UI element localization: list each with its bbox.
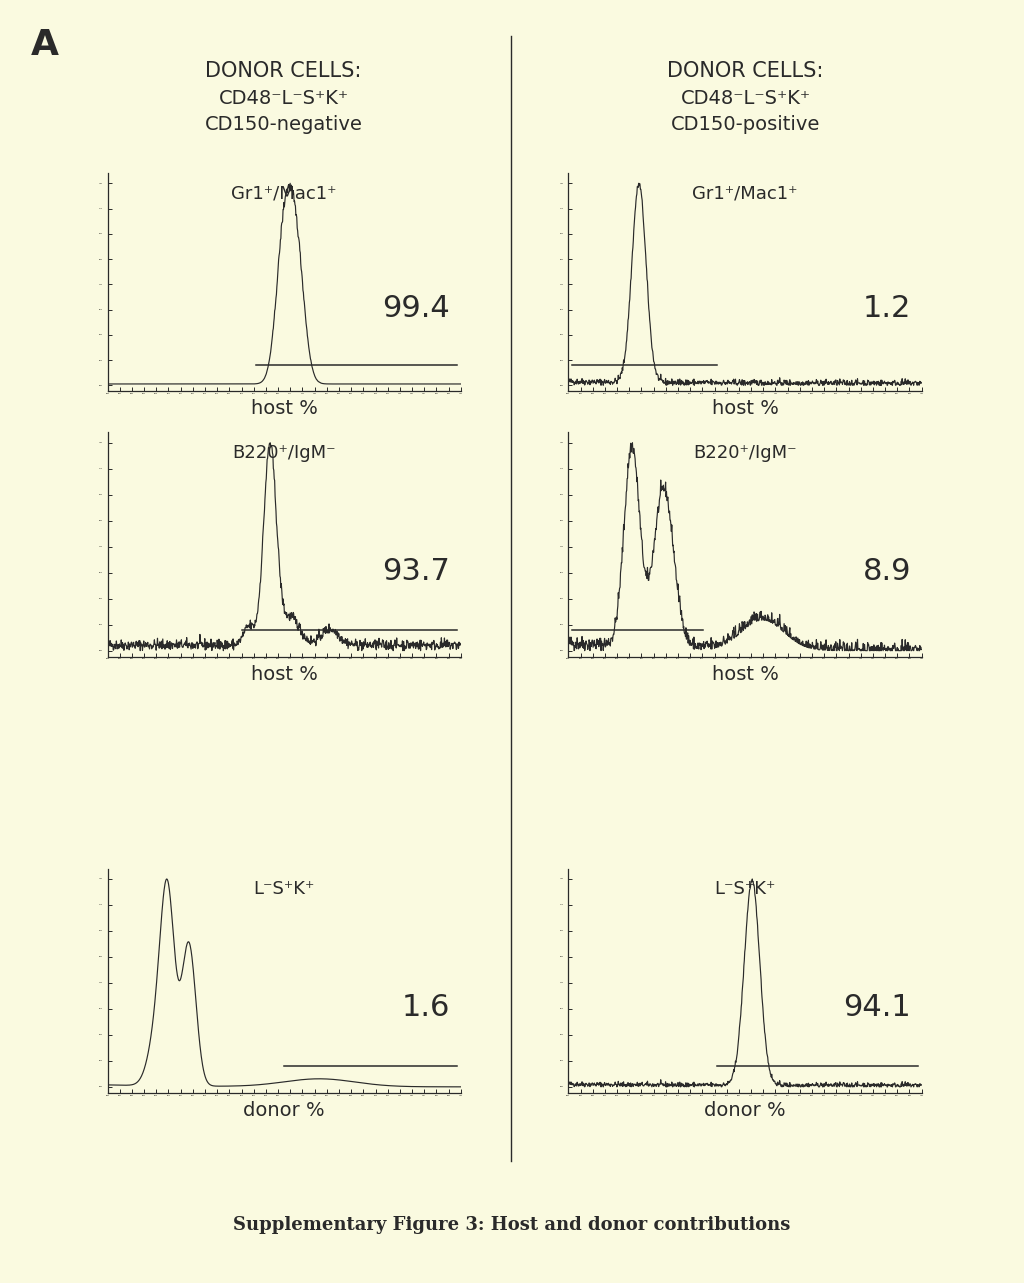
Text: DONOR CELLS:: DONOR CELLS: <box>206 60 361 81</box>
Text: 99.4: 99.4 <box>382 294 451 323</box>
Text: 1.2: 1.2 <box>862 294 911 323</box>
Text: L⁻S⁺K⁺: L⁻S⁺K⁺ <box>254 880 314 898</box>
Text: 8.9: 8.9 <box>862 557 911 586</box>
X-axis label: donor %: donor % <box>244 1101 325 1120</box>
Text: B220⁺/IgM⁻: B220⁺/IgM⁻ <box>232 444 336 462</box>
X-axis label: host %: host % <box>251 399 317 418</box>
Text: Supplementary Figure 3: Host and donor contributions: Supplementary Figure 3: Host and donor c… <box>233 1216 791 1234</box>
Text: Gr1⁺/Mac1⁺: Gr1⁺/Mac1⁺ <box>231 183 337 203</box>
Text: Gr1⁺/Mac1⁺: Gr1⁺/Mac1⁺ <box>692 183 798 203</box>
Text: A: A <box>31 28 58 63</box>
X-axis label: host %: host % <box>251 665 317 684</box>
Text: 94.1: 94.1 <box>843 993 911 1023</box>
X-axis label: host %: host % <box>712 665 778 684</box>
Text: 1.6: 1.6 <box>401 993 451 1023</box>
X-axis label: donor %: donor % <box>705 1101 785 1120</box>
X-axis label: host %: host % <box>712 399 778 418</box>
Text: L⁻S⁺K⁺: L⁻S⁺K⁺ <box>715 880 775 898</box>
Text: 93.7: 93.7 <box>382 557 451 586</box>
Text: B220⁺/IgM⁻: B220⁺/IgM⁻ <box>693 444 797 462</box>
Text: CD48⁻L⁻S⁺K⁺: CD48⁻L⁻S⁺K⁺ <box>680 90 811 108</box>
Text: CD150-positive: CD150-positive <box>671 115 820 133</box>
Text: DONOR CELLS:: DONOR CELLS: <box>668 60 823 81</box>
Text: CD150-negative: CD150-negative <box>205 115 362 133</box>
Text: CD48⁻L⁻S⁺K⁺: CD48⁻L⁻S⁺K⁺ <box>218 90 349 108</box>
